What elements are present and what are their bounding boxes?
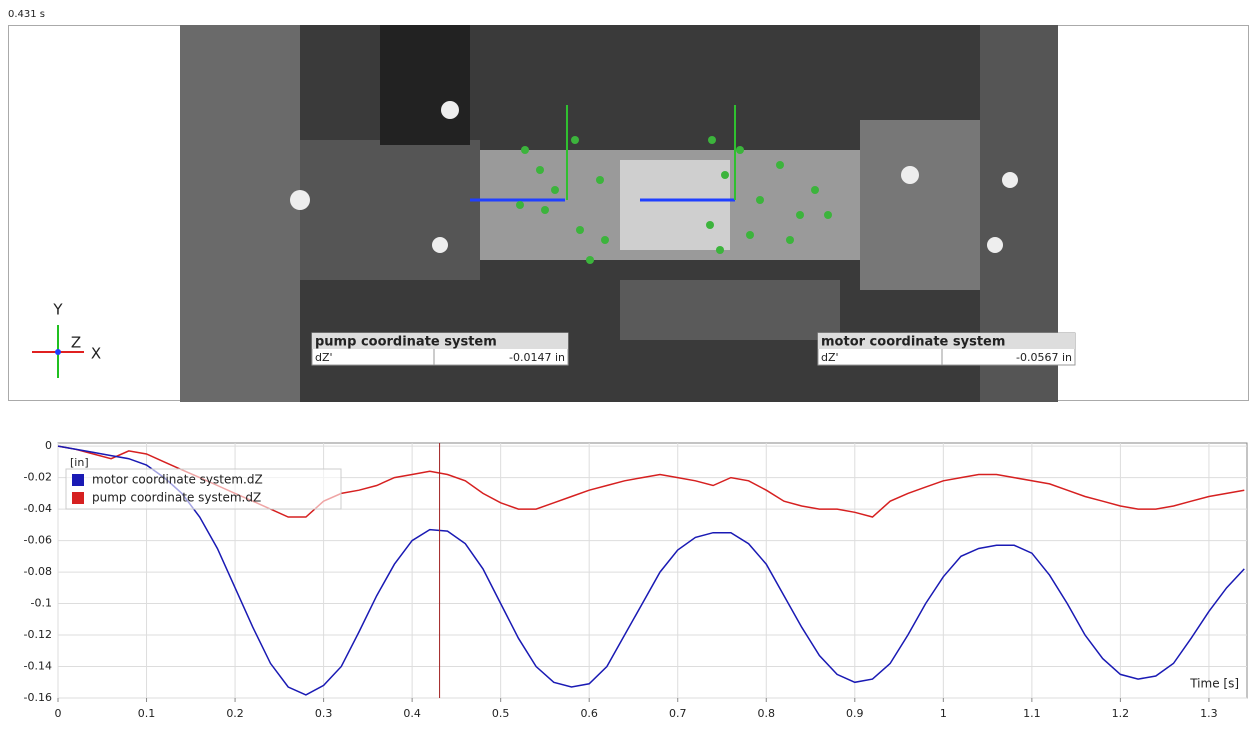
overlay-value: -0.0147 in — [509, 351, 565, 364]
overlay-motor: motor coordinate system dZ' -0.0567 in — [818, 333, 1075, 365]
y-tick-label: -0.1 — [31, 597, 52, 610]
x-axis-label: Time [s] — [1189, 677, 1239, 691]
x-tick-label: 1.3 — [1200, 707, 1218, 720]
x-tick-label: 0.9 — [846, 707, 864, 720]
x-tick-label: 0.1 — [138, 707, 156, 720]
y-tick-label: -0.14 — [24, 660, 52, 673]
x-tick-label: 0.4 — [403, 707, 421, 720]
overlay-pump: pump coordinate system dZ' -0.0147 in — [312, 333, 568, 365]
x-tick-label: 1.1 — [1023, 707, 1041, 720]
overlay-value: -0.0567 in — [1016, 351, 1072, 364]
triad-z: Z — [71, 334, 81, 352]
overlay-label: dZ' — [315, 351, 333, 364]
overlay-title: pump coordinate system — [315, 335, 497, 350]
screen: 0.431 s pump coordinate system dZ' -0.01… — [0, 0, 1250, 750]
y-tick-label: -0.16 — [24, 691, 52, 704]
y-tick-label: -0.12 — [24, 628, 52, 641]
triad-x: X — [91, 345, 101, 363]
overlay-label: dZ' — [821, 351, 839, 364]
legend-swatch — [72, 492, 84, 504]
legend-swatch — [72, 474, 84, 486]
y-unit: [in] — [70, 456, 89, 469]
overlay-title: motor coordinate system — [821, 335, 1005, 350]
x-tick-label: 0.5 — [492, 707, 510, 720]
triad-y: Y — [52, 301, 63, 319]
y-tick-label: -0.02 — [24, 471, 52, 484]
legend-label: motor coordinate system.dZ — [92, 473, 263, 487]
y-tick-label: 0 — [45, 439, 52, 452]
x-tick-label: 0.6 — [580, 707, 598, 720]
y-tick-label: -0.06 — [24, 534, 52, 547]
page: 0.431 s pump coordinate system dZ' -0.01… — [0, 0, 1250, 750]
x-tick-label: 0.3 — [315, 707, 333, 720]
x-tick-label: 1 — [940, 707, 947, 720]
legend-label: pump coordinate system.dZ — [92, 491, 261, 505]
timestamp: 0.431 s — [8, 9, 45, 20]
x-tick-label: 0.8 — [758, 707, 776, 720]
y-tick-label: -0.04 — [24, 502, 52, 515]
x-tick-label: 0.7 — [669, 707, 687, 720]
x-tick-label: 0 — [55, 707, 62, 720]
y-tick-label: -0.08 — [24, 565, 52, 578]
x-tick-label: 0.2 — [226, 707, 244, 720]
x-tick-label: 1.2 — [1112, 707, 1130, 720]
